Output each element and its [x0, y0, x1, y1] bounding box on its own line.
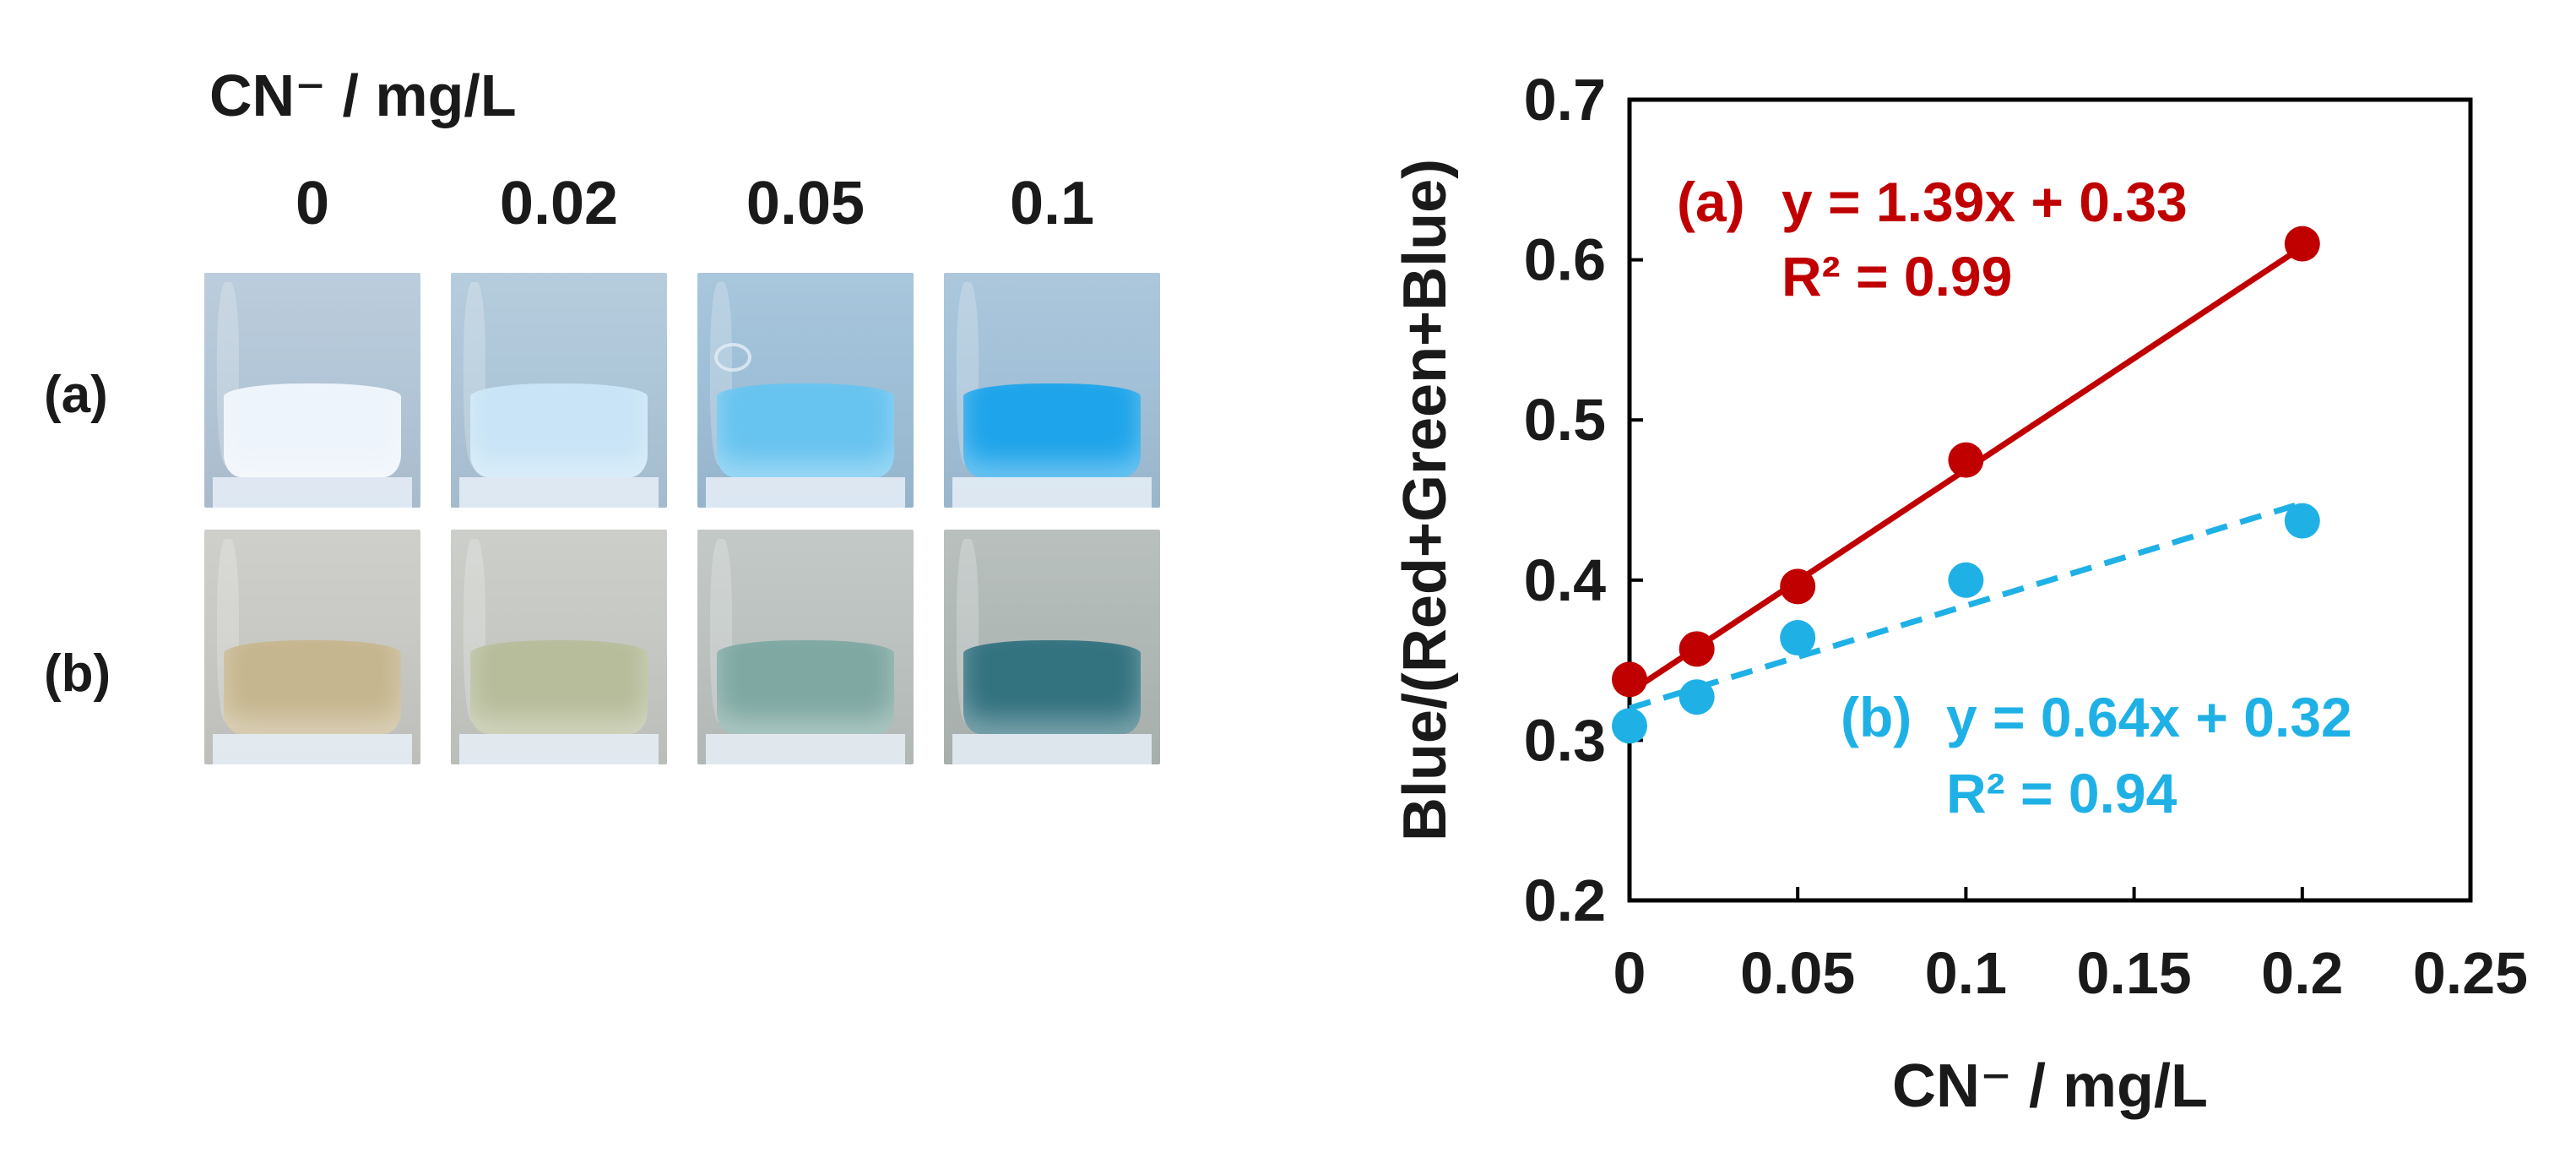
vial-photo-a-0	[204, 273, 420, 508]
series-b-r2: R² = 0.94	[1946, 762, 2177, 824]
vial-photo-a-2	[697, 273, 914, 508]
concentration-label-0: 0	[295, 170, 330, 237]
data-point-b	[2284, 503, 2320, 539]
photo-panel-title: CN⁻ / mg/L	[209, 63, 517, 128]
x-tick-label: 0.15	[2076, 940, 2191, 1006]
series-a-equation: y = 1.39x + 0.33	[1782, 171, 2188, 233]
series-a-label: (a)	[1677, 171, 1745, 233]
vial-photo-b-0	[204, 530, 420, 764]
y-tick-label: 0.3	[1524, 707, 1606, 773]
data-point-b	[1780, 620, 1816, 656]
concentration-label-2: 0.05	[746, 170, 865, 237]
vial-photo-a-3	[944, 273, 1160, 508]
row-label-b: (b)	[44, 644, 111, 703]
x-axis-label: CN⁻ / mg/L	[1892, 1052, 2208, 1120]
series-b-equation: y = 0.64x + 0.32	[1946, 686, 2352, 748]
concentration-label-1: 0.02	[499, 170, 619, 237]
row-label-a: (a)	[44, 366, 108, 424]
data-point-b	[1948, 562, 1984, 598]
data-point-b	[1678, 679, 1715, 715]
series-b-label: (b)	[1841, 686, 1912, 748]
x-tick-label: 0.05	[1740, 940, 1855, 1006]
data-point-a	[1678, 631, 1715, 667]
vial-photo-b-2	[697, 530, 914, 764]
air-bubble	[714, 343, 752, 372]
y-tick-label: 0.6	[1524, 227, 1606, 293]
x-tick-label: 0.2	[2261, 940, 2343, 1006]
concentration-label-3: 0.1	[1009, 170, 1095, 237]
data-point-b	[1612, 708, 1647, 744]
y-tick-label: 0.5	[1524, 387, 1606, 453]
vial-photo-b-3	[944, 530, 1160, 764]
series-a-r2: R² = 0.99	[1782, 245, 2012, 307]
x-tick-label: 0.1	[1925, 940, 2007, 1006]
x-tick-label: 0	[1613, 940, 1646, 1006]
data-point-a	[1780, 568, 1816, 605]
data-point-a	[1948, 442, 1984, 478]
data-point-a	[1612, 661, 1647, 698]
vial-photo-a-1	[451, 273, 667, 508]
y-tick-label: 0.4	[1524, 547, 1606, 613]
y-tick-label: 0.2	[1524, 867, 1606, 933]
plot-frame	[1627, 97, 2473, 903]
fit-line-b	[1628, 500, 2303, 711]
x-tick-label: 0.25	[2413, 940, 2528, 1006]
y-axis-label: Blue/(Red+Green+Blue)	[1391, 159, 1459, 841]
y-tick-label: 0.7	[1524, 67, 1606, 133]
vial-photo-b-1	[451, 530, 667, 764]
data-point-a	[2284, 226, 2320, 262]
